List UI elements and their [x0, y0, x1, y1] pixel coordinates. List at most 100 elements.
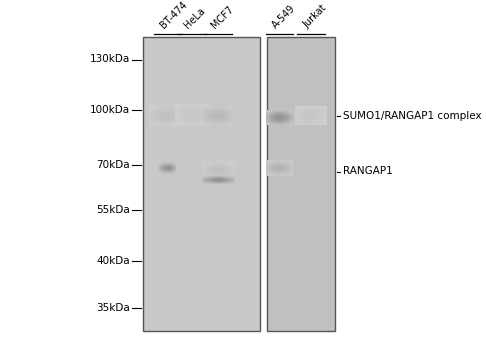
FancyBboxPatch shape	[214, 112, 215, 113]
FancyBboxPatch shape	[212, 166, 213, 167]
FancyBboxPatch shape	[203, 124, 204, 125]
FancyBboxPatch shape	[205, 116, 206, 117]
FancyBboxPatch shape	[198, 118, 199, 119]
FancyBboxPatch shape	[214, 109, 215, 110]
FancyBboxPatch shape	[201, 122, 202, 123]
FancyBboxPatch shape	[188, 110, 189, 111]
FancyBboxPatch shape	[209, 178, 210, 179]
FancyBboxPatch shape	[196, 111, 197, 112]
FancyBboxPatch shape	[155, 124, 156, 125]
FancyBboxPatch shape	[205, 125, 206, 126]
FancyBboxPatch shape	[320, 118, 321, 119]
FancyBboxPatch shape	[313, 122, 314, 123]
FancyBboxPatch shape	[170, 110, 171, 111]
FancyBboxPatch shape	[155, 115, 156, 116]
FancyBboxPatch shape	[227, 106, 228, 107]
FancyBboxPatch shape	[177, 106, 178, 107]
FancyBboxPatch shape	[311, 109, 312, 110]
FancyBboxPatch shape	[234, 179, 235, 180]
FancyBboxPatch shape	[212, 169, 213, 170]
FancyBboxPatch shape	[303, 107, 304, 108]
FancyBboxPatch shape	[207, 163, 208, 164]
FancyBboxPatch shape	[205, 117, 206, 118]
FancyBboxPatch shape	[229, 110, 230, 111]
FancyBboxPatch shape	[196, 120, 197, 121]
FancyBboxPatch shape	[191, 123, 192, 124]
FancyBboxPatch shape	[166, 107, 167, 108]
FancyBboxPatch shape	[207, 175, 208, 176]
FancyBboxPatch shape	[203, 180, 204, 181]
FancyBboxPatch shape	[208, 174, 209, 175]
FancyBboxPatch shape	[207, 124, 208, 125]
FancyBboxPatch shape	[215, 119, 216, 120]
FancyBboxPatch shape	[312, 111, 313, 112]
FancyBboxPatch shape	[300, 121, 301, 122]
FancyBboxPatch shape	[321, 118, 322, 119]
FancyBboxPatch shape	[207, 164, 208, 165]
FancyBboxPatch shape	[151, 111, 152, 112]
FancyBboxPatch shape	[164, 108, 165, 109]
FancyBboxPatch shape	[300, 122, 301, 123]
FancyBboxPatch shape	[172, 117, 173, 118]
FancyBboxPatch shape	[312, 118, 313, 119]
FancyBboxPatch shape	[213, 171, 214, 172]
FancyBboxPatch shape	[200, 121, 201, 122]
FancyBboxPatch shape	[220, 122, 221, 123]
FancyBboxPatch shape	[188, 116, 189, 117]
FancyBboxPatch shape	[233, 120, 234, 121]
FancyBboxPatch shape	[175, 122, 176, 123]
FancyBboxPatch shape	[203, 115, 204, 116]
FancyBboxPatch shape	[223, 170, 224, 171]
FancyBboxPatch shape	[322, 119, 323, 120]
FancyBboxPatch shape	[149, 111, 150, 112]
FancyBboxPatch shape	[223, 174, 224, 175]
FancyBboxPatch shape	[207, 116, 208, 117]
FancyBboxPatch shape	[182, 114, 183, 115]
FancyBboxPatch shape	[207, 178, 208, 179]
FancyBboxPatch shape	[297, 120, 298, 121]
FancyBboxPatch shape	[163, 113, 164, 114]
FancyBboxPatch shape	[224, 123, 225, 124]
FancyBboxPatch shape	[214, 118, 215, 119]
FancyBboxPatch shape	[298, 109, 299, 110]
FancyBboxPatch shape	[163, 116, 164, 117]
FancyBboxPatch shape	[226, 170, 227, 171]
FancyBboxPatch shape	[231, 121, 232, 122]
FancyBboxPatch shape	[166, 111, 167, 112]
FancyBboxPatch shape	[316, 121, 317, 122]
Text: MCF7: MCF7	[209, 4, 235, 30]
FancyBboxPatch shape	[156, 112, 157, 113]
FancyBboxPatch shape	[201, 110, 202, 111]
FancyBboxPatch shape	[322, 124, 323, 125]
FancyBboxPatch shape	[321, 111, 322, 112]
FancyBboxPatch shape	[214, 119, 215, 120]
FancyBboxPatch shape	[182, 115, 183, 116]
FancyBboxPatch shape	[318, 120, 319, 121]
FancyBboxPatch shape	[210, 165, 211, 166]
FancyBboxPatch shape	[173, 112, 174, 113]
FancyBboxPatch shape	[183, 119, 184, 120]
FancyBboxPatch shape	[199, 114, 200, 115]
FancyBboxPatch shape	[305, 115, 306, 116]
FancyBboxPatch shape	[219, 119, 220, 120]
FancyBboxPatch shape	[160, 111, 161, 112]
FancyBboxPatch shape	[204, 123, 205, 124]
FancyBboxPatch shape	[175, 118, 176, 119]
FancyBboxPatch shape	[200, 114, 201, 115]
FancyBboxPatch shape	[304, 122, 305, 123]
FancyBboxPatch shape	[154, 116, 155, 117]
FancyBboxPatch shape	[220, 112, 221, 113]
FancyBboxPatch shape	[184, 111, 185, 112]
FancyBboxPatch shape	[173, 107, 174, 108]
FancyBboxPatch shape	[187, 114, 188, 115]
FancyBboxPatch shape	[157, 125, 158, 126]
FancyBboxPatch shape	[222, 114, 223, 115]
FancyBboxPatch shape	[205, 105, 206, 106]
FancyBboxPatch shape	[230, 116, 231, 117]
FancyBboxPatch shape	[162, 108, 163, 109]
FancyBboxPatch shape	[198, 105, 199, 106]
FancyBboxPatch shape	[315, 106, 316, 107]
FancyBboxPatch shape	[222, 170, 223, 171]
FancyBboxPatch shape	[307, 121, 308, 122]
FancyBboxPatch shape	[165, 110, 166, 111]
